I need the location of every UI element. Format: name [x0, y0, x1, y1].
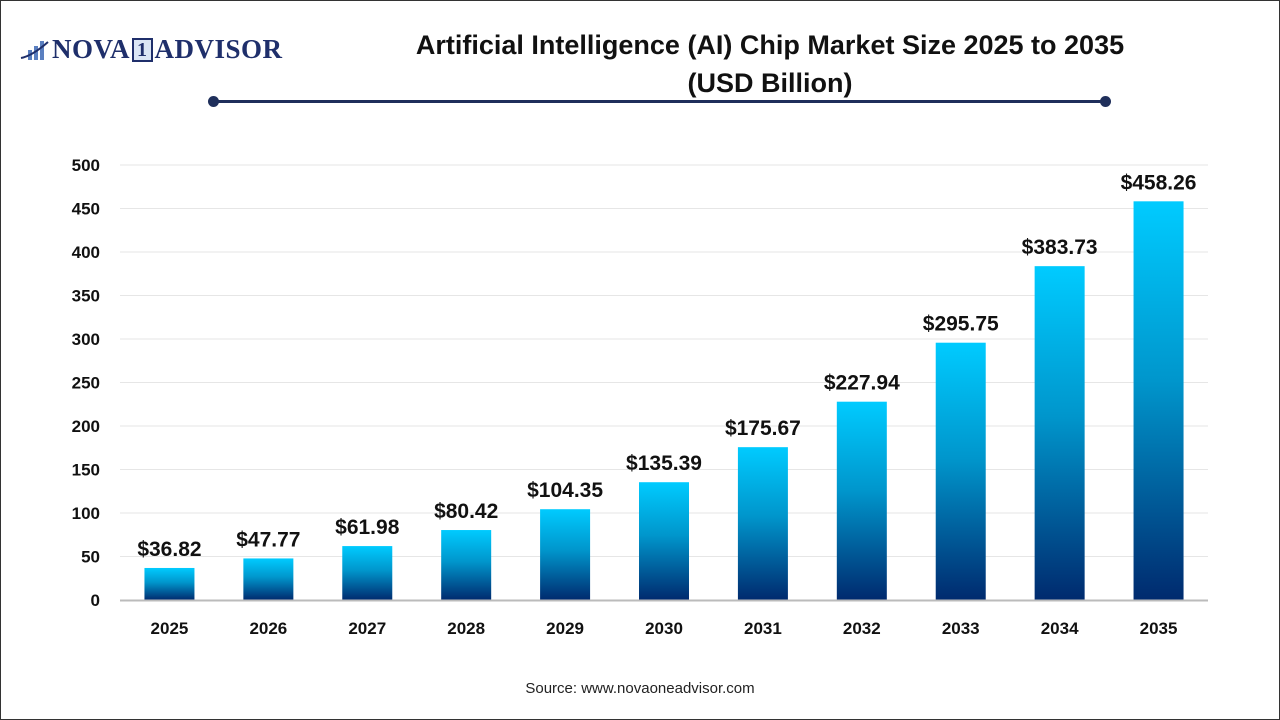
x-tick-label: 2030 — [645, 619, 683, 638]
rule-dot-left — [208, 96, 219, 107]
y-tick-label: 300 — [72, 330, 100, 349]
source-note: Source: www.novaoneadvisor.com — [525, 680, 755, 697]
data-label: $175.67 — [725, 417, 801, 440]
data-label: $383.73 — [1022, 236, 1098, 259]
bar-2035 — [1133, 201, 1184, 601]
subtitle-line: (USD Billion) — [687, 68, 853, 98]
y-tick-label: 250 — [72, 374, 100, 393]
data-label: $47.77 — [236, 528, 300, 551]
bar-2031 — [737, 447, 788, 600]
rule-dot-right — [1100, 96, 1111, 107]
y-tick-label: 450 — [72, 200, 100, 219]
y-tick-label: 350 — [72, 287, 100, 306]
y-tick-label: 500 — [72, 156, 100, 175]
bar-2026 — [243, 558, 294, 600]
logo-text-advisor: ADVISOR — [154, 34, 283, 64]
y-tick-label: 150 — [72, 461, 100, 480]
title-line: Artificial Intelligence (AI) Chip Market… — [415, 30, 1125, 60]
bar-2032 — [836, 401, 887, 600]
bar-2028 — [441, 530, 492, 600]
y-tick-label: 400 — [72, 243, 100, 262]
x-tick-label: 2026 — [249, 619, 287, 638]
data-label: $36.82 — [137, 538, 201, 561]
x-tick-label: 2033 — [942, 619, 980, 638]
bar-2029 — [540, 509, 591, 600]
x-tick-label: 2034 — [1041, 619, 1079, 638]
x-tick-label: 2031 — [744, 619, 782, 638]
logo-text-one: 1 — [132, 37, 153, 62]
bar-chart-logo-icon — [20, 40, 49, 60]
bar-2025 — [144, 567, 195, 600]
x-tick-label: 2035 — [1140, 619, 1178, 638]
y-tick-label: 100 — [72, 504, 100, 523]
logo-text-nova: NOVA — [52, 34, 131, 64]
logo: NOVA 1 ADVISOR — [20, 34, 283, 65]
y-tick-label: 0 — [91, 591, 100, 610]
x-tick-label: 2028 — [447, 619, 485, 638]
y-tick-label: 50 — [81, 548, 100, 567]
bar-2030 — [639, 482, 689, 600]
x-tick-label: 2027 — [348, 619, 386, 638]
data-label: $104.35 — [527, 479, 603, 502]
x-tick-label: 2025 — [151, 619, 189, 638]
y-tick-label: 200 — [72, 417, 100, 436]
data-label: $458.26 — [1121, 171, 1197, 194]
data-label: $227.94 — [824, 372, 900, 395]
x-tick-label: 2032 — [843, 619, 881, 638]
data-label: $80.42 — [434, 500, 498, 523]
bar-2027 — [342, 546, 393, 600]
chart-title: Artificial Intelligence (AI) Chip Market… — [330, 26, 1210, 102]
x-tick-label: 2029 — [546, 619, 584, 638]
title-rule — [213, 100, 1106, 103]
bar-2034 — [1034, 266, 1085, 600]
bar-2033 — [935, 342, 986, 600]
data-label: $135.39 — [626, 452, 702, 475]
data-label: $295.75 — [923, 313, 999, 336]
data-label: $61.98 — [335, 516, 400, 539]
